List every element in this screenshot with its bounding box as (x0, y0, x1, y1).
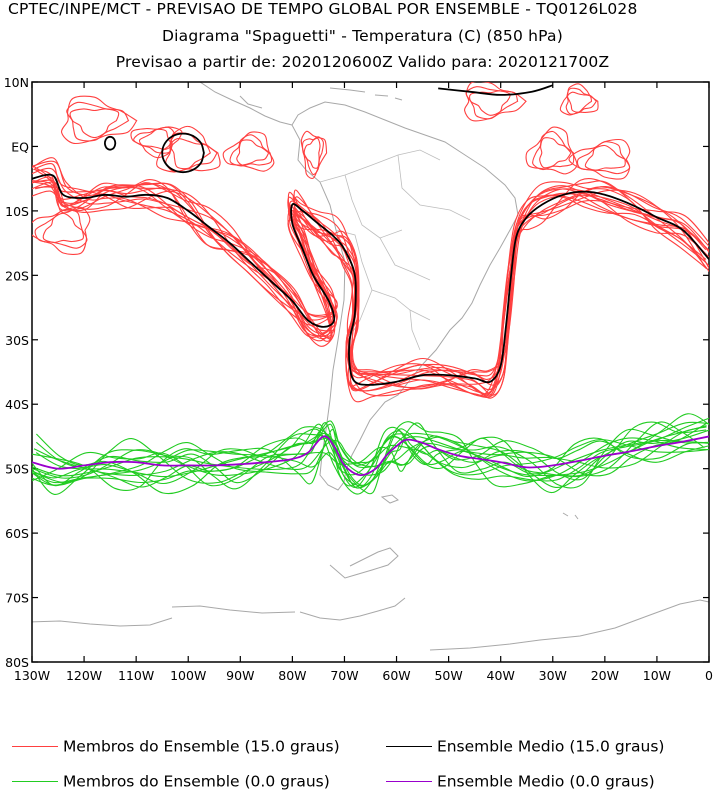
y-tick-label: 20S (5, 268, 29, 283)
y-tick-label: 80S (5, 655, 29, 670)
member-line-0c (32, 422, 709, 495)
member-line-15c (32, 181, 707, 395)
antarctica-peninsula-coastline (32, 547, 709, 651)
ensemble-mean-closed-contour-15c (103, 135, 117, 151)
central-america-coastline (199, 82, 293, 126)
member-closed-contour-15c (576, 141, 631, 175)
member-line-15c (34, 179, 709, 392)
legend-swatch-members-15 (12, 746, 58, 747)
member-closed-contour-15c (32, 206, 91, 255)
member-closed-contour-15c (565, 87, 598, 115)
header-title-line1: CPTEC/INPE/MCT - PREVISAO DE TEMPO GLOBA… (8, 0, 638, 18)
member-line-0c (32, 426, 709, 495)
member-closed-contour-15c (236, 139, 270, 166)
legend-item-mean-0: Ensemble Medio (0.0 graus) (386, 772, 655, 791)
member-line-0c (35, 425, 707, 486)
member-closed-contour-15c (133, 126, 175, 154)
y-tick-label: 30S (5, 333, 29, 348)
x-tick-label: 100W (170, 668, 206, 683)
member-closed-contour-15c (465, 86, 519, 120)
member-closed-contour-15c (525, 126, 578, 175)
member-closed-contour-15c (300, 130, 328, 179)
member-closed-contour-15c (169, 138, 212, 170)
ensemble-mean-line-0c (32, 435, 709, 477)
ensemble-members (32, 82, 709, 495)
member-line-15c (32, 160, 709, 386)
x-tick-label: 60W (382, 668, 410, 683)
south-georgia (562, 512, 579, 520)
x-tick-label: 70W (330, 668, 358, 683)
ensemble-means (32, 84, 709, 477)
caribbean-islands (329, 87, 403, 101)
ensemble-mean-closed-contour-15c (161, 132, 205, 174)
header-title-line3: Previsao a partir de: 2020120600Z Valido… (115, 53, 610, 71)
member-line-15c (34, 163, 709, 396)
member-closed-contour-15c (539, 137, 572, 169)
legend-item-members-15: Membros do Ensemble (15.0 graus) (12, 737, 340, 756)
falkland-islands (380, 494, 399, 504)
ensemble-mean-line-15c-north (438, 84, 554, 96)
member-closed-contour-15c (222, 131, 275, 172)
member-closed-contour-15c (464, 82, 527, 122)
member-closed-contour-15c (559, 83, 599, 116)
legend-label-mean-0: Ensemble Medio (0.0 graus) (436, 772, 655, 791)
legend-label-mean-15: Ensemble Medio (15.0 graus) (436, 737, 665, 756)
x-tick-label: 50W (434, 668, 462, 683)
member-closed-contour-15c (532, 130, 575, 171)
y-tick-label: 50S (5, 462, 29, 477)
x-tick-label: 130W (14, 668, 50, 683)
member-line-15c (32, 182, 707, 403)
plot-frame (31, 81, 710, 663)
legend-item-members-0: Membros do Ensemble (0.0 graus) (12, 772, 330, 791)
member-line-15c (32, 157, 708, 399)
x-tick-label: 40W (487, 668, 515, 683)
y-tick-label: 70S (5, 591, 29, 606)
coastline-map (32, 82, 709, 651)
member-closed-contour-15c (66, 101, 130, 142)
country-borders (319, 149, 471, 351)
member-line-0c (32, 421, 709, 488)
y-tick-label: 10S (5, 204, 29, 219)
legend-label-members-0: Membros do Ensemble (0.0 graus) (62, 772, 330, 791)
legend-swatch-mean-15 (386, 746, 432, 747)
x-tick-label: 110W (118, 668, 154, 683)
member-closed-contour-15c (138, 128, 173, 150)
x-tick-label: 30W (539, 668, 567, 683)
x-tick-label: 90W (226, 668, 254, 683)
y-tick-label: 40S (5, 397, 29, 412)
member-line-0c (35, 421, 705, 487)
member-closed-contour-15c (61, 95, 138, 145)
member-closed-contour-15c (42, 212, 85, 243)
header-title-line2: Diagrama "Spaguetti" - Temperatura (C) (… (162, 27, 563, 45)
y-tick-label: 60S (5, 526, 29, 541)
x-tick-label: 10W (643, 668, 671, 683)
south-america-coastline (291, 101, 519, 491)
member-closed-contour-15c (584, 144, 626, 171)
member-closed-contour-15c (568, 139, 631, 180)
legend-item-mean-15: Ensemble Medio (15.0 graus) (386, 737, 664, 756)
member-closed-contour-15c (303, 137, 321, 169)
x-tick-label: 20W (591, 668, 619, 683)
x-tick-label: 80W (278, 668, 306, 683)
ensemble-mean-line-15c (32, 173, 709, 386)
x-tick-label: 0 (705, 668, 713, 683)
member-closed-contour-15c (69, 108, 120, 139)
member-line-15c (32, 180, 707, 389)
member-closed-contour-15c (229, 134, 273, 167)
member-line-0c (36, 421, 707, 495)
member-closed-contour-15c (34, 209, 88, 249)
legend-swatch-members-0 (12, 781, 58, 782)
axes: 130W 120W 110W 100W 90W 80W 70W 60W 50W 40W 30W 20W… (4, 75, 713, 683)
legend-label-members-15: Membros do Ensemble (15.0 graus) (62, 737, 340, 756)
y-tick-label: 10N (4, 75, 29, 90)
y-tick-label: EQ (11, 139, 29, 154)
member-line-0c (35, 423, 707, 485)
legend-swatch-mean-0 (386, 781, 432, 782)
member-line-15c (35, 182, 709, 397)
member-closed-contour-15c (566, 91, 593, 113)
member-closed-contour-15c (130, 126, 183, 159)
x-tick-label: 120W (66, 668, 102, 683)
